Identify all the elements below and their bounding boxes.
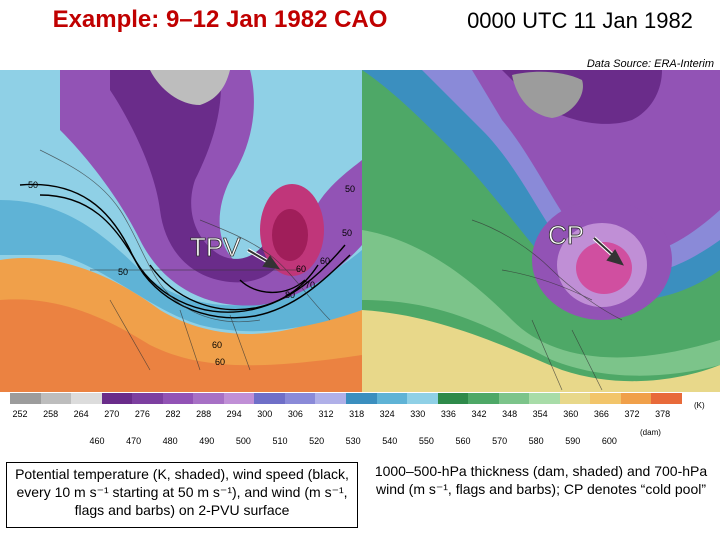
map-panel-theta: 50 50 50 60 50 60 70 80 60 60 TPV [0, 70, 362, 392]
colorbar-tick-thickness: 460 [89, 436, 105, 446]
thickness-map: CP [362, 70, 720, 392]
colorbar-tick-theta: 294 [226, 409, 242, 419]
contour-label: 70 [305, 280, 315, 290]
colorbar-tick-theta: 300 [257, 409, 273, 419]
title-left: Example: 9–12 Jan 1982 CAO [52, 6, 388, 33]
colorbar-tick-theta: 348 [502, 409, 518, 419]
colorbar-swatch [498, 393, 530, 404]
colorbar-tick-thickness: 540 [382, 436, 398, 446]
contour-label: 50 [118, 267, 128, 277]
colorbar-tick-thickness: 510 [272, 436, 288, 446]
colorbar-ticks-theta: 252 258 264 270 276 282 288 294 300 306 312 318 324 3… [0, 409, 720, 423]
contour-label: 50 [28, 180, 38, 190]
colorbar-tick-thickness: 530 [345, 436, 361, 446]
colorbar-swatch [101, 393, 133, 404]
title-right: 0000 UTC 11 Jan 1982 [467, 8, 693, 33]
colorbar-swatch [193, 393, 224, 404]
colorbar-tick-theta: 336 [440, 409, 456, 419]
colorbar-swatch [376, 393, 408, 404]
colorbar-tick-theta: 258 [43, 409, 59, 419]
colorbar-swatch [346, 393, 377, 404]
colorbar-tick-theta: 270 [104, 409, 120, 419]
contour-label: 60 [320, 256, 330, 266]
colorbar-swatch [437, 393, 469, 404]
colorbar-tick-thickness: 500 [235, 436, 251, 446]
colorbar-swatch [10, 393, 41, 404]
colorbar-unit-theta: (K) [694, 401, 705, 410]
colorbar-tick-thickness: 590 [565, 436, 581, 446]
colorbar-swatch [559, 393, 591, 404]
caption-left: Potential temperature (K, shaded), wind … [6, 462, 358, 528]
colorbar-swatch [223, 393, 255, 404]
colorbar-tick-theta: 330 [410, 409, 426, 419]
colorbar-swatch [620, 393, 652, 404]
colorbar-tick-thickness: 480 [162, 436, 178, 446]
colorbar-tick-thickness: 570 [492, 436, 508, 446]
colorbar-tick-theta: 264 [73, 409, 89, 419]
colorbar-swatch [254, 393, 285, 404]
colorbar-tick-theta: 306 [287, 409, 303, 419]
cp-label: CP [548, 220, 584, 250]
colorbar [10, 393, 683, 404]
colorbar-tick-theta: 318 [349, 409, 365, 419]
map-panel-thickness: CP [362, 70, 720, 392]
colorbar-tick-theta: 282 [165, 409, 181, 419]
colorbar-tick-theta: 342 [471, 409, 487, 419]
caption-right: 1000–500-hPa thickness (dam, shaded) and… [374, 463, 708, 497]
colorbar-tick-theta: 324 [379, 409, 395, 419]
contour-label: 50 [345, 184, 355, 194]
theta-map: 50 50 50 60 50 60 70 80 60 60 TPV [0, 70, 362, 392]
tpv-label: TPV [190, 232, 241, 262]
colorbar-tick-theta: 288 [196, 409, 212, 419]
colorbar-swatch [407, 393, 438, 404]
colorbar-tick-theta: 312 [318, 409, 334, 419]
contour-label: 80 [285, 290, 295, 300]
colorbar-tick-theta: 366 [593, 409, 609, 419]
colorbar-tick-thickness: 580 [528, 436, 544, 446]
colorbar-swatch [590, 393, 621, 404]
tpv-arrow [246, 248, 281, 270]
colorbar-swatch [315, 393, 347, 404]
colorbar-swatch [284, 393, 316, 404]
colorbar-tick-theta: 360 [563, 409, 579, 419]
colorbar-ticks-thickness: 460 470 480 490 500 510 520 530 540 550 560 570 580 5… [0, 436, 720, 450]
colorbar-tick-theta: 276 [134, 409, 150, 419]
contour-label: 50 [342, 228, 352, 238]
colorbar-swatch [40, 393, 72, 404]
colorbar-swatch [132, 393, 163, 404]
colorbar-tick-theta: 372 [624, 409, 640, 419]
colorbar-tick-thickness: 520 [309, 436, 325, 446]
contour-label: 60 [215, 357, 225, 367]
data-source: Data Source: ERA-Interim [586, 58, 714, 70]
contour-label: 60 [296, 264, 306, 274]
contour-label: 60 [212, 340, 222, 350]
colorbar-swatch [71, 393, 102, 404]
colorbar-tick-thickness: 600 [601, 436, 617, 446]
colorbar-tick-thickness: 470 [126, 436, 142, 446]
colorbar-swatch [529, 393, 560, 404]
colorbar-tick-thickness: 550 [418, 436, 434, 446]
colorbar-tick-theta: 378 [655, 409, 671, 419]
colorbar-tick-theta: 354 [532, 409, 548, 419]
colorbar-tick-thickness: 490 [199, 436, 215, 446]
colorbar-swatch [651, 393, 683, 404]
cp-arrow [592, 236, 625, 266]
colorbar-tick-thickness: 560 [455, 436, 471, 446]
colorbar-unit-thickness: (dam) [640, 428, 661, 437]
colorbar-swatch [468, 393, 499, 404]
colorbar-swatch [162, 393, 194, 404]
colorbar-tick-theta: 252 [12, 409, 28, 419]
